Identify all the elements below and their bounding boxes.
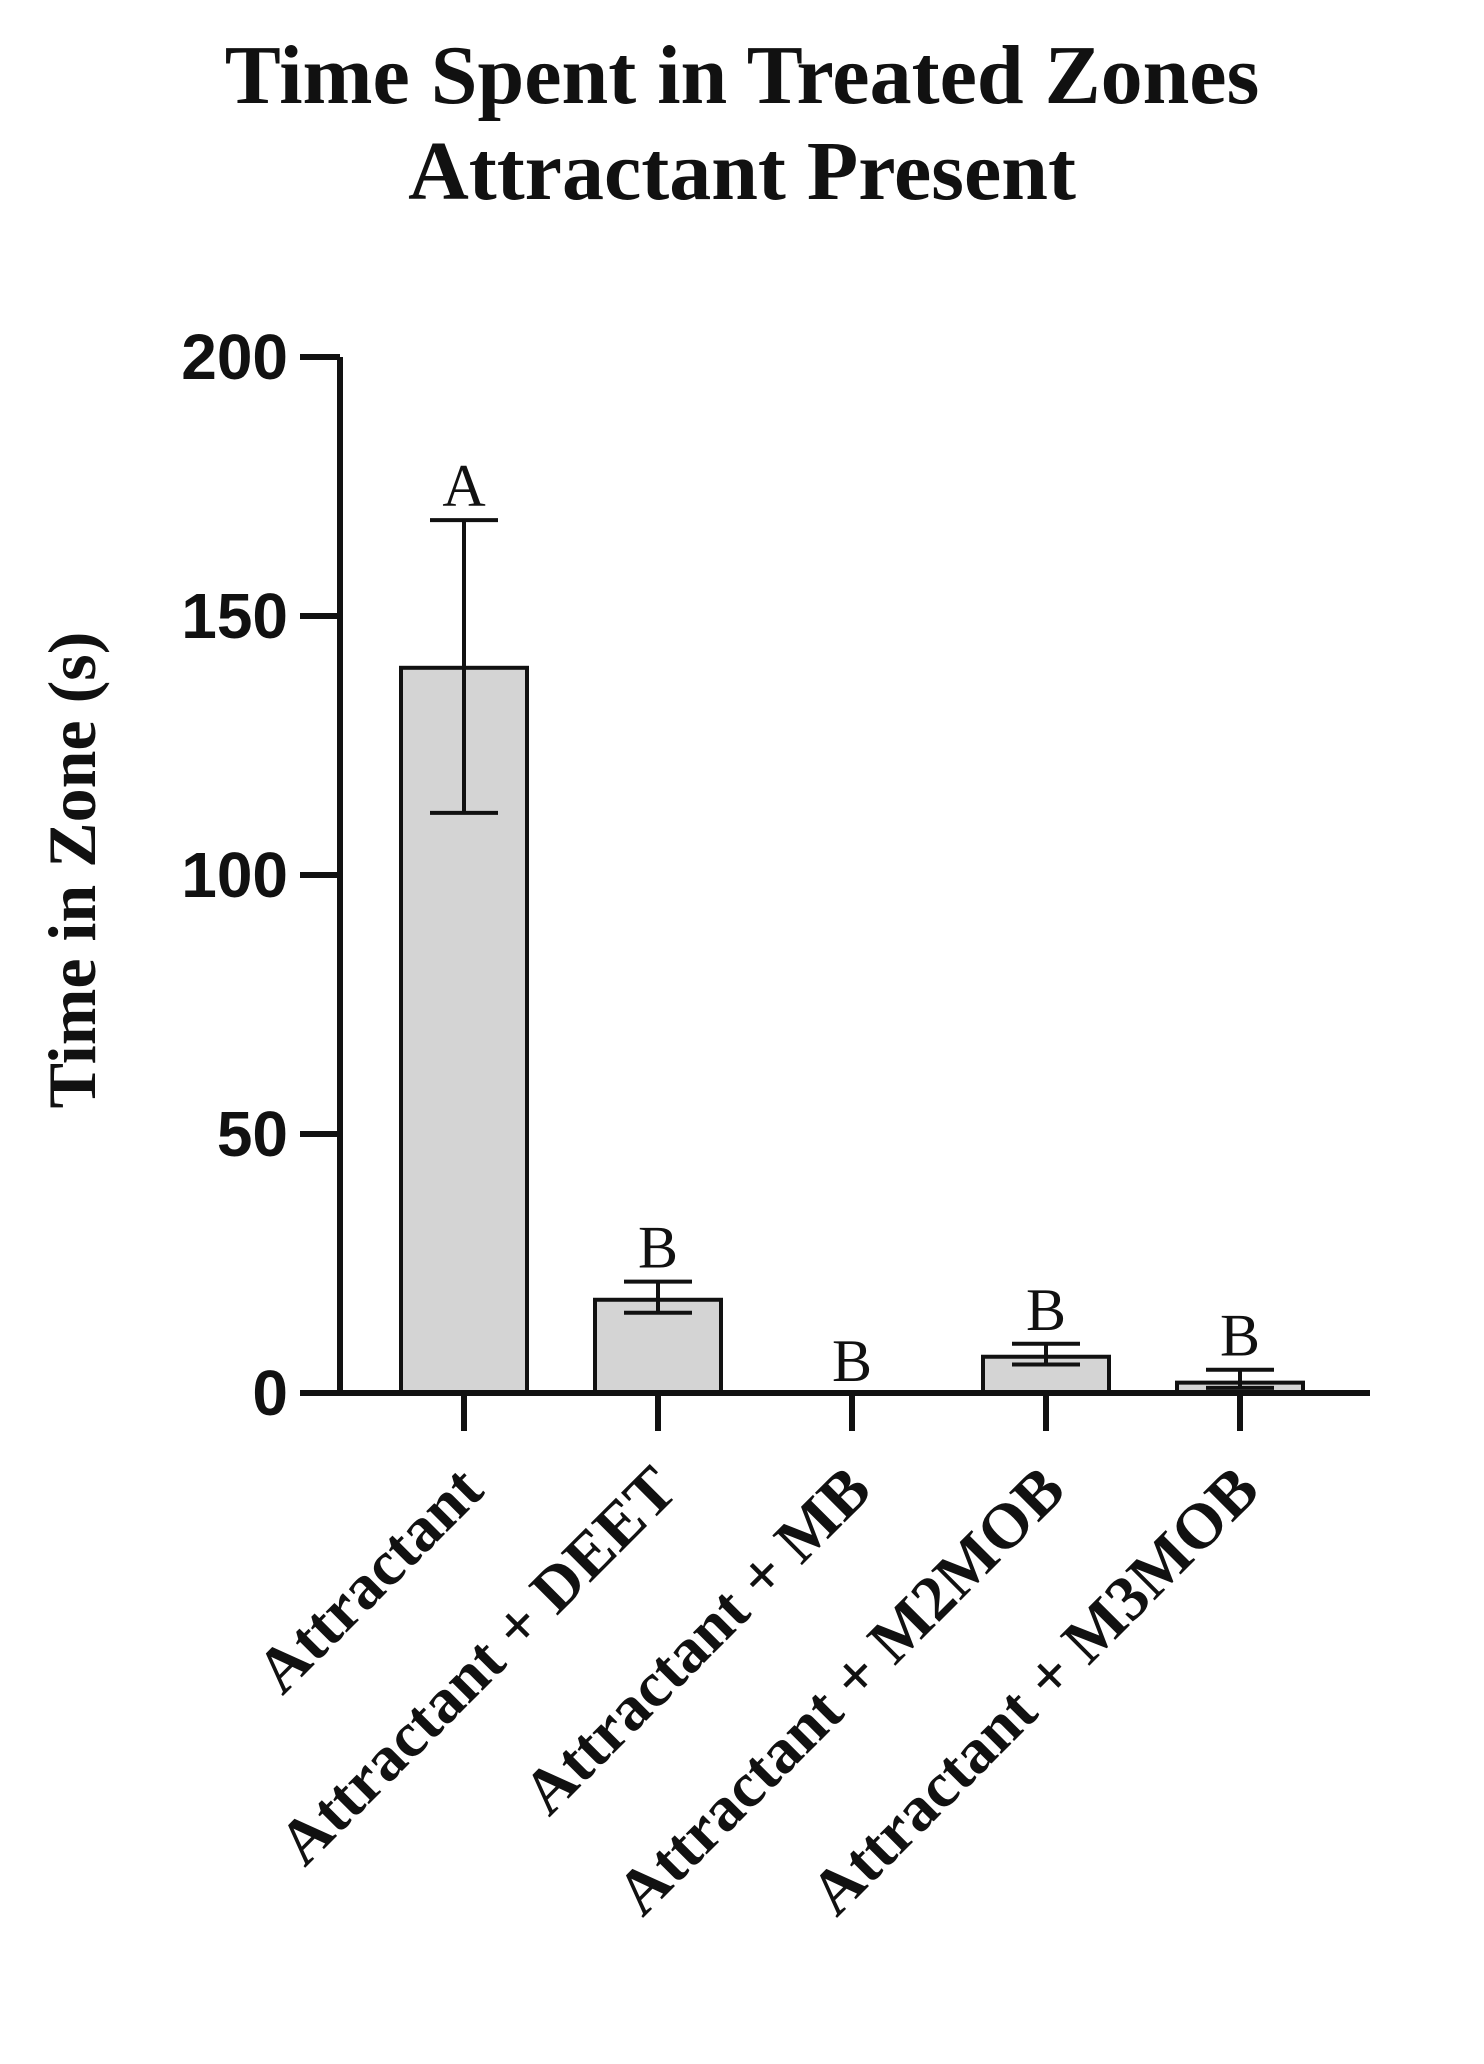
significance-letter: B [1026,1277,1066,1343]
x-tick-label: Attractant + MB [509,1453,884,1828]
y-axis-label-group: Time in Zone (s) [34,632,110,1109]
y-tick-label: 100 [181,839,288,911]
significance-letter: B [638,1215,678,1281]
bars-group: A B B B B [399,453,1305,1396]
significance-letter: B [832,1328,872,1394]
y-axis-label: Time in Zone (s) [34,632,110,1109]
chart-title-line-1: Time Spent in Treated Zones [224,29,1260,122]
chart-title-line-2: Attractant Present [408,125,1076,218]
y-axis: 0 50 100 150 200 [181,321,343,1429]
y-tick-label: 200 [181,321,288,393]
y-tick-label: 50 [217,1098,288,1170]
chart-title: Time Spent in Treated Zones Attractant P… [0,28,1484,220]
y-tick-label: 0 [252,1357,288,1429]
significance-letter: A [442,453,485,519]
significance-letter: B [1220,1303,1260,1369]
y-tick-label: 150 [181,580,288,652]
